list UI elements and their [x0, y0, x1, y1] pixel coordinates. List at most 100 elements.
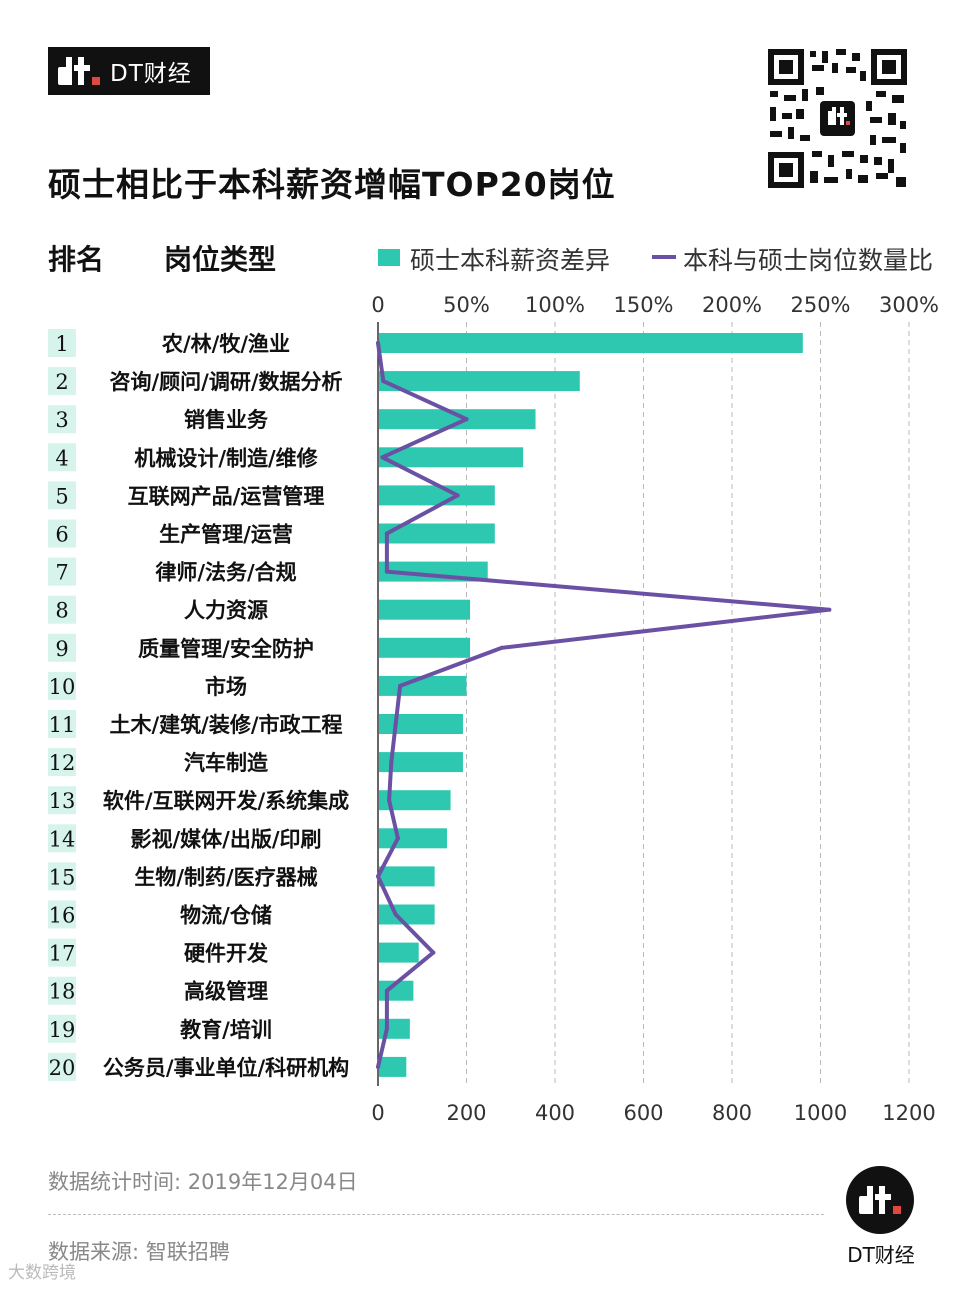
category-label: 软件/互联网开发/系统集成 [103, 789, 349, 813]
rank-badge [48, 938, 76, 967]
job-ratio-point [395, 836, 400, 841]
category-label: 生物/制药/医疗器械 [134, 865, 317, 889]
category-label: 律师/法务/合规 [155, 561, 296, 585]
rank-badge [48, 367, 76, 396]
rank-label: 13 [49, 789, 76, 813]
rank-label: 1 [55, 332, 68, 356]
salary-diff-bar [379, 599, 471, 620]
salary-diff-bar [379, 790, 451, 811]
rank-label: 3 [55, 408, 68, 432]
top-axis-tick-label: 250% [790, 293, 850, 317]
rank-badge [48, 976, 76, 1005]
category-label: 人力资源 [184, 599, 268, 623]
chart-canvas: 0 50% 100% 150% 200% 250% 300% 0 200 400 600 800 100… [48, 293, 939, 1125]
legend-line-swatch [652, 255, 676, 259]
footer-date: 数据统计时间: 2019年12月04日 [48, 1170, 358, 1194]
salary-diff-bar [379, 637, 471, 658]
category-label: 咨询/顾问/调研/数据分析 [109, 370, 342, 394]
salary-diff-bar [379, 752, 463, 773]
top-axis-tick-label: 150% [613, 293, 673, 317]
category-label: 质量管理/安全防护 [138, 637, 314, 661]
rank-label: 15 [49, 865, 76, 889]
salary-diff-bar [379, 866, 435, 887]
qr-code-icon [766, 47, 909, 190]
rank-badge [48, 557, 76, 586]
salary-diff-bar [379, 371, 580, 392]
salary-diff-bar [379, 523, 495, 544]
salary-diff-bar [379, 942, 419, 963]
brand-logo: DT财经 [48, 47, 210, 95]
rank-badge [48, 671, 76, 700]
category-label: 农/林/牧/渔业 [161, 332, 290, 356]
rank-label: 16 [49, 904, 76, 928]
rank-badge [48, 1014, 76, 1043]
chart-title: 硕士相比于本科薪资增幅TOP20岗位 [48, 165, 616, 204]
bottom-axis-tick-label: 600 [623, 1101, 663, 1125]
category-label: 教育/培训 [180, 1018, 272, 1042]
rank-badge [48, 824, 76, 853]
job-ratio-point [393, 722, 398, 726]
job-ratio-point [499, 645, 504, 650]
rank-label: 6 [55, 523, 68, 547]
job-ratio-point [384, 569, 389, 574]
category-label: 市场 [205, 675, 247, 699]
rank-badge [48, 329, 76, 357]
category-label: 物流/仓储 [180, 904, 272, 928]
job-ratio-point [827, 607, 832, 612]
rank-label: 2 [55, 370, 68, 394]
category-label: 机械设计/制造/维修 [134, 446, 318, 470]
job-ratio-point [464, 417, 469, 422]
job-ratio-point [376, 341, 380, 345]
rank-badge [48, 900, 76, 929]
job-ratio-point [384, 988, 389, 993]
salary-diff-bar [379, 828, 448, 849]
brand-name: DT财经 [110, 61, 192, 87]
rank-label: 18 [49, 980, 76, 1004]
rank-label: 5 [55, 484, 68, 508]
job-ratio-point [393, 912, 398, 917]
rank-label: 9 [55, 637, 68, 661]
job-ratio-point [431, 950, 436, 955]
category-label: 硬件开发 [184, 942, 269, 966]
job-ratio-point [389, 760, 394, 765]
job-ratio-point [455, 493, 460, 498]
rank-badge [48, 481, 76, 510]
rank-badge [48, 748, 76, 777]
category-label: 汽车制造 [184, 751, 269, 775]
job-ratio-point [387, 798, 392, 803]
rank-label: 4 [55, 446, 68, 470]
job-ratio-line [376, 341, 832, 1069]
rank-badge [48, 443, 76, 472]
salary-diff-bar [379, 333, 803, 353]
corner-logo-icon [846, 1166, 914, 1234]
job-ratio-point [398, 683, 403, 688]
rank-label: 11 [49, 713, 76, 737]
top-axis-tick-label: 300% [879, 293, 939, 317]
rank-label: 14 [49, 827, 76, 851]
rank-badge [48, 595, 76, 624]
top-axis-tick-label: 0 [371, 293, 384, 317]
footer-watermark: 大数跨境 [8, 1263, 76, 1283]
bottom-axis-tick-label: 1000 [794, 1101, 847, 1125]
bottom-axis-tick-label: 0 [371, 1101, 384, 1125]
category-label: 生产管理/运营 [159, 523, 293, 547]
rank-label: 8 [55, 599, 68, 623]
job-ratio-point [380, 455, 385, 460]
job-ratio-point [384, 531, 389, 536]
job-ratio-point [384, 1026, 389, 1031]
category-label: 高级管理 [184, 980, 268, 1004]
rank-label: 10 [49, 675, 76, 699]
footer-divider [48, 1214, 824, 1215]
salary-diff-bar [379, 409, 536, 430]
job-ratio-point [381, 379, 386, 384]
top-axis-tick-label: 200% [702, 293, 762, 317]
rank-badge [48, 405, 76, 434]
rank-badge [48, 710, 76, 738]
rank-badge [48, 786, 76, 815]
category-label: 土木/建筑/装修/市政工程 [109, 713, 342, 737]
category-label: 互联网产品/运营管理 [128, 484, 325, 508]
bottom-axis-tick-label: 800 [712, 1101, 752, 1125]
category-label: 公务员/事业单位/科研机构 [103, 1056, 349, 1080]
bottom-axis-tick-label: 400 [535, 1101, 575, 1125]
rank-label: 19 [49, 1018, 76, 1042]
